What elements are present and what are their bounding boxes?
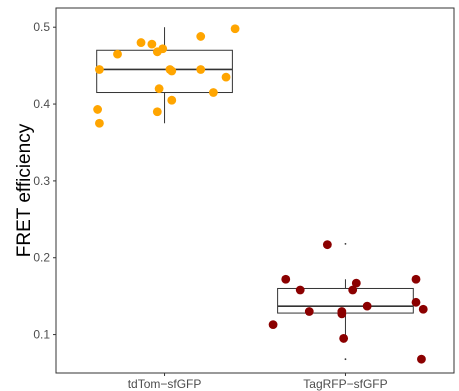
y-tick-label: 0.2 — [33, 251, 50, 265]
data-point — [208, 88, 218, 97]
data-point — [322, 240, 332, 250]
data-point — [147, 39, 157, 49]
data-point — [158, 44, 168, 54]
data-point — [417, 354, 426, 364]
y-tick-label: 0.3 — [33, 174, 50, 188]
data-point — [221, 72, 231, 82]
series-1 — [93, 24, 240, 128]
data-point — [152, 107, 162, 117]
data-point — [411, 297, 421, 307]
data-point — [95, 65, 104, 74]
outlier-point — [344, 358, 347, 361]
series-2 — [268, 240, 428, 364]
panel-border — [55, 7, 455, 374]
data-point — [268, 320, 278, 329]
y-tick-label: 0.1 — [33, 328, 50, 342]
data-point — [136, 38, 146, 47]
data-point — [167, 95, 177, 105]
outlier-point — [344, 243, 347, 245]
x-axis: tdTom−sfGFP TagRFP−sfGFP — [128, 373, 388, 391]
plot-panel — [55, 7, 455, 374]
data-point — [418, 304, 428, 314]
x-tick-label: tdTom−sfGFP — [128, 377, 202, 391]
data-point — [196, 32, 206, 41]
data-point — [348, 285, 358, 295]
data-point — [230, 24, 240, 34]
data-point — [351, 278, 361, 288]
data-point — [362, 301, 372, 311]
y-tick-label: 0.5 — [33, 20, 50, 34]
data-point — [93, 105, 103, 114]
data-point — [154, 84, 164, 94]
y-tick-label: 0.4 — [33, 97, 50, 111]
data-point — [95, 118, 104, 128]
data-point — [167, 66, 177, 76]
data-point — [411, 274, 421, 284]
y-axis: 0.1 0.2 0.3 0.4 0.5 — [33, 20, 56, 342]
data-point — [196, 65, 206, 74]
y-axis-title: FRET efficiency — [14, 123, 35, 257]
x-tick-label: TagRFP−sfGFP — [303, 377, 387, 391]
data-point — [113, 49, 122, 59]
data-point — [304, 307, 314, 316]
data-point — [295, 285, 305, 295]
data-point — [339, 334, 349, 343]
data-point — [337, 309, 347, 319]
data-point — [281, 274, 291, 284]
